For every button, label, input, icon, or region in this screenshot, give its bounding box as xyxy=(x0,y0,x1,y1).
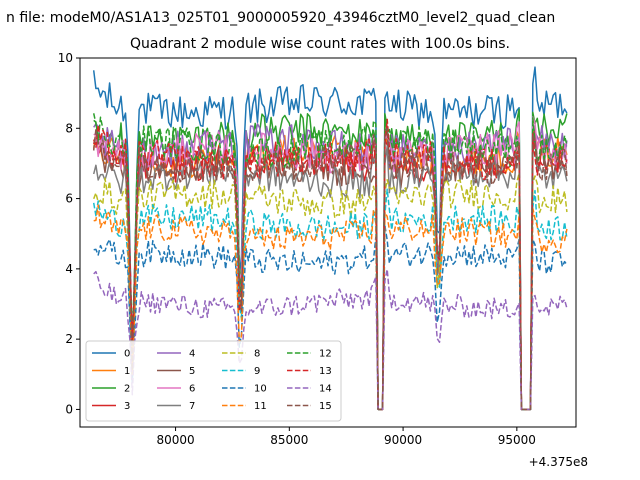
legend-box xyxy=(85,340,342,422)
y-tick-label: 4 xyxy=(65,262,73,276)
x-tick-label: 90000 xyxy=(384,433,422,447)
y-tick-label: 10 xyxy=(58,51,73,65)
x-offset-label: +4.375e8 xyxy=(529,455,588,469)
legend-label-3: 3 xyxy=(124,401,130,412)
plot-frame xyxy=(79,57,577,428)
x-tick-label: 85000 xyxy=(270,433,308,447)
legend-label-7: 7 xyxy=(189,401,195,412)
series-line-8 xyxy=(92,172,568,411)
legend-label-10: 10 xyxy=(254,384,267,395)
legend-label-4: 4 xyxy=(189,349,195,360)
chart-title: Quadrant 2 module wise count rates with … xyxy=(130,36,510,52)
x-axis: 80000 85000 90000 95000 xyxy=(156,427,536,447)
legend-label-9: 9 xyxy=(254,366,260,377)
series-line-15 xyxy=(92,127,568,411)
legend-label-13: 13 xyxy=(319,366,332,377)
series-line-14 xyxy=(93,268,568,411)
y-tick-label: 8 xyxy=(65,121,73,135)
series-line-10 xyxy=(93,224,568,411)
series-line-9 xyxy=(92,188,568,411)
series-line-0 xyxy=(92,66,568,411)
legend-label-0: 0 xyxy=(124,349,130,360)
series-line-13 xyxy=(92,118,568,411)
x-tick-label: 80000 xyxy=(156,433,194,447)
legend-label-6: 6 xyxy=(189,384,195,395)
figure-suptitle: n file: modeM0/AS1A13_025T01_9000005920_… xyxy=(6,10,556,26)
legend-label-15: 15 xyxy=(319,401,332,412)
legend-label-1: 1 xyxy=(124,366,130,377)
y-tick-label: 6 xyxy=(65,192,73,206)
series-line-11 xyxy=(93,204,568,411)
y-tick-label: 0 xyxy=(65,402,73,416)
series-lines xyxy=(92,66,568,411)
y-tick-label: 2 xyxy=(65,332,73,346)
legend-label-2: 2 xyxy=(124,384,130,395)
legend-label-5: 5 xyxy=(189,366,195,377)
y-axis: 0 2 4 6 8 10 xyxy=(58,51,80,416)
legend-label-12: 12 xyxy=(319,349,332,360)
legend-label-8: 8 xyxy=(254,349,260,360)
series-line-12 xyxy=(92,113,568,411)
legend-label-11: 11 xyxy=(254,401,267,412)
legend-label-14: 14 xyxy=(319,384,332,395)
x-tick-label: 95000 xyxy=(498,433,536,447)
